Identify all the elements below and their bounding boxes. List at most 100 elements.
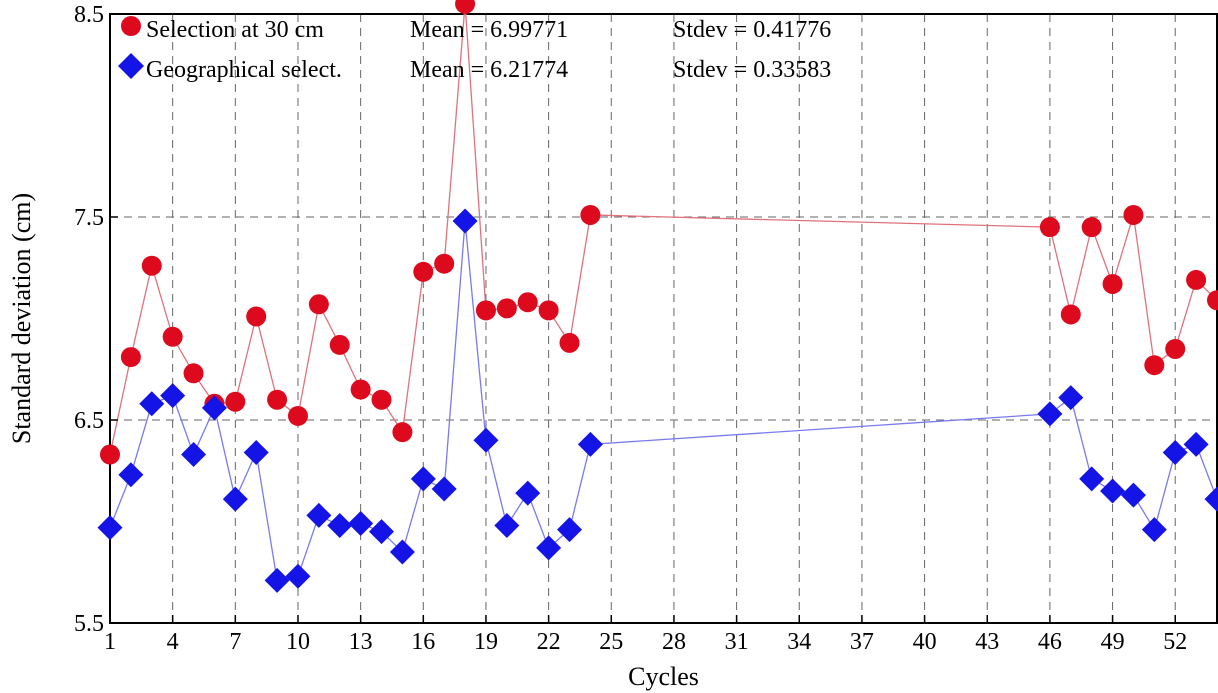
data-point-geographical <box>306 502 332 528</box>
data-point-geographical <box>1100 478 1126 504</box>
data-point-geographical <box>536 535 562 561</box>
data-point-geographical <box>494 513 520 539</box>
y-tick-label: 6.5 <box>74 408 104 434</box>
data-point-selection <box>162 326 183 347</box>
data-point-selection <box>1081 217 1102 238</box>
x-tick-label: 22 <box>537 629 561 655</box>
data-point-geographical <box>285 563 311 589</box>
tick-labels: 1 4 7 10 13 16 19 22 25 28 31 34 37 40 43 46 49 52 5.5 6.5 7… <box>74 2 1187 655</box>
data-point-geographical <box>1058 385 1084 411</box>
data-point-selection <box>329 334 350 355</box>
data-point-selection <box>1060 304 1081 325</box>
data-point-geographical <box>139 391 165 417</box>
legend-marker-diamond <box>118 53 144 79</box>
y-tick-label: 5.5 <box>74 611 104 637</box>
data-point-geographical <box>557 517 583 543</box>
data-point-geographical <box>515 480 541 506</box>
legend-label-geographical: Geographical select. <box>146 57 342 83</box>
data-point-selection <box>120 347 141 368</box>
legend-mean-geographical: Mean = 6.21774 <box>410 57 568 83</box>
x-tick-label: 4 <box>167 629 179 655</box>
data-point-geographical <box>1037 401 1063 427</box>
x-tick-label: 19 <box>474 629 498 655</box>
data-point-geographical <box>118 462 144 488</box>
data-point-geographical <box>327 513 353 539</box>
data-point-selection <box>308 294 329 315</box>
data-point-selection <box>1123 204 1144 225</box>
data-point-selection <box>246 306 267 327</box>
grid-lines <box>109 13 1217 624</box>
data-point-geographical <box>389 539 415 565</box>
data-point-selection <box>183 363 204 384</box>
data-point-geographical <box>243 439 269 465</box>
x-tick-label: 46 <box>1038 629 1062 655</box>
data-point-selection <box>434 253 455 274</box>
data-point-geographical <box>473 427 499 453</box>
data-point-selection <box>1186 269 1207 290</box>
data-point-geographical <box>201 395 227 421</box>
data-point-geographical <box>577 431 603 457</box>
data-point-geographical <box>410 466 436 492</box>
data-point-selection <box>1102 273 1123 294</box>
data-point-selection <box>100 444 120 465</box>
data-point-geographical <box>369 519 395 545</box>
x-tick-label: 52 <box>1163 629 1187 655</box>
data-point-geographical <box>1079 466 1105 492</box>
x-tick-label: 37 <box>850 629 874 655</box>
data-point-selection <box>371 389 392 410</box>
data-point-selection <box>475 300 496 321</box>
x-tick-label: 49 <box>1101 629 1125 655</box>
legend-stdev-selection: Stdev = 0.41776 <box>673 17 831 43</box>
data-point-geographical <box>1204 486 1218 512</box>
data-point-geographical <box>97 515 123 541</box>
data-point-geographical <box>431 476 457 502</box>
legend: Selection at 30 cm Mean = 6.99771 Stdev … <box>118 16 831 83</box>
x-tick-label: 7 <box>229 629 241 655</box>
data-point-selection <box>392 422 413 443</box>
legend-mean-selection: Mean = 6.99771 <box>410 17 568 43</box>
data-point-selection <box>1207 290 1218 311</box>
legend-stdev-geographical: Stdev = 0.33583 <box>673 57 831 83</box>
y-tick-label: 8.5 <box>74 2 104 28</box>
data-point-selection <box>455 0 476 14</box>
legend-label-selection: Selection at 30 cm <box>146 17 324 43</box>
y-axis-title: Standard deviation (cm) <box>7 193 36 444</box>
x-tick-label: 25 <box>599 629 623 655</box>
x-tick-label: 31 <box>725 629 749 655</box>
data-point-geographical <box>160 383 186 409</box>
data-point-selection <box>287 405 308 426</box>
x-tick-label: 43 <box>975 629 999 655</box>
x-tick-label: 28 <box>662 629 686 655</box>
legend-marker-circle <box>121 16 141 36</box>
data-point-geographical <box>222 486 248 512</box>
data-point-geographical <box>1120 482 1146 508</box>
data-point-selection <box>141 255 162 276</box>
data-point-geographical <box>264 567 290 593</box>
x-tick-label: 16 <box>411 629 435 655</box>
y-tick-label: 7.5 <box>74 205 104 231</box>
data-point-selection <box>1039 217 1060 238</box>
data-point-geographical <box>452 208 478 234</box>
x-tick-label: 40 <box>913 629 937 655</box>
data-point-geographical <box>1162 439 1188 465</box>
data-point-selection <box>413 261 434 282</box>
series-layer <box>97 0 1218 593</box>
data-point-geographical <box>348 511 374 537</box>
x-tick-label: 13 <box>349 629 373 655</box>
data-point-selection <box>517 292 538 313</box>
data-point-selection <box>225 391 246 412</box>
data-point-selection <box>350 379 371 400</box>
data-point-selection <box>559 332 580 353</box>
data-point-geographical <box>181 442 207 468</box>
x-tick-label: 34 <box>787 629 811 655</box>
data-point-selection <box>580 204 601 225</box>
data-point-selection <box>538 300 559 321</box>
data-point-selection <box>496 298 517 319</box>
data-point-geographical <box>1183 431 1209 457</box>
x-tick-label: 1 <box>104 629 116 655</box>
data-point-selection <box>1165 338 1186 359</box>
plot-area-frame <box>109 13 1218 624</box>
data-point-selection <box>1144 355 1165 376</box>
data-point-geographical <box>1141 517 1167 543</box>
